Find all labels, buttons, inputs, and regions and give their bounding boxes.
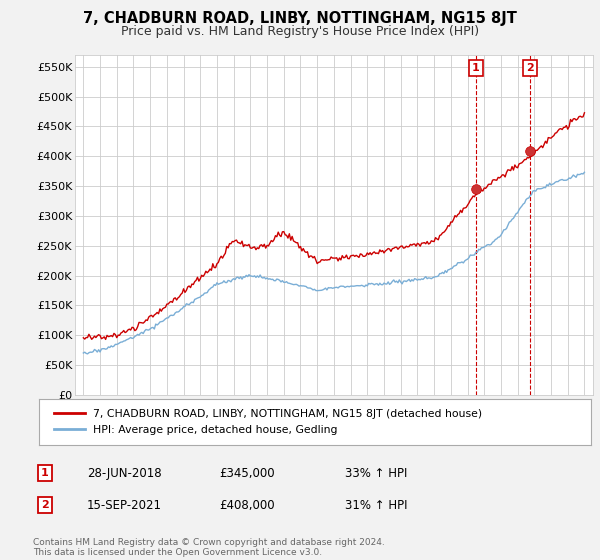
Text: 31% ↑ HPI: 31% ↑ HPI xyxy=(345,498,407,512)
Text: £408,000: £408,000 xyxy=(219,498,275,512)
Text: Contains HM Land Registry data © Crown copyright and database right 2024.
This d: Contains HM Land Registry data © Crown c… xyxy=(33,538,385,557)
Text: £345,000: £345,000 xyxy=(219,466,275,480)
Text: 15-SEP-2021: 15-SEP-2021 xyxy=(87,498,162,512)
Text: Price paid vs. HM Land Registry's House Price Index (HPI): Price paid vs. HM Land Registry's House … xyxy=(121,25,479,38)
Text: 1: 1 xyxy=(41,468,49,478)
Text: 2: 2 xyxy=(41,500,49,510)
Text: 33% ↑ HPI: 33% ↑ HPI xyxy=(345,466,407,480)
Text: 7, CHADBURN ROAD, LINBY, NOTTINGHAM, NG15 8JT: 7, CHADBURN ROAD, LINBY, NOTTINGHAM, NG1… xyxy=(83,11,517,26)
Text: 1: 1 xyxy=(472,63,480,73)
Legend: 7, CHADBURN ROAD, LINBY, NOTTINGHAM, NG15 8JT (detached house), HPI: Average pri: 7, CHADBURN ROAD, LINBY, NOTTINGHAM, NG1… xyxy=(50,405,487,440)
Text: 2: 2 xyxy=(526,63,534,73)
Text: 28-JUN-2018: 28-JUN-2018 xyxy=(87,466,161,480)
